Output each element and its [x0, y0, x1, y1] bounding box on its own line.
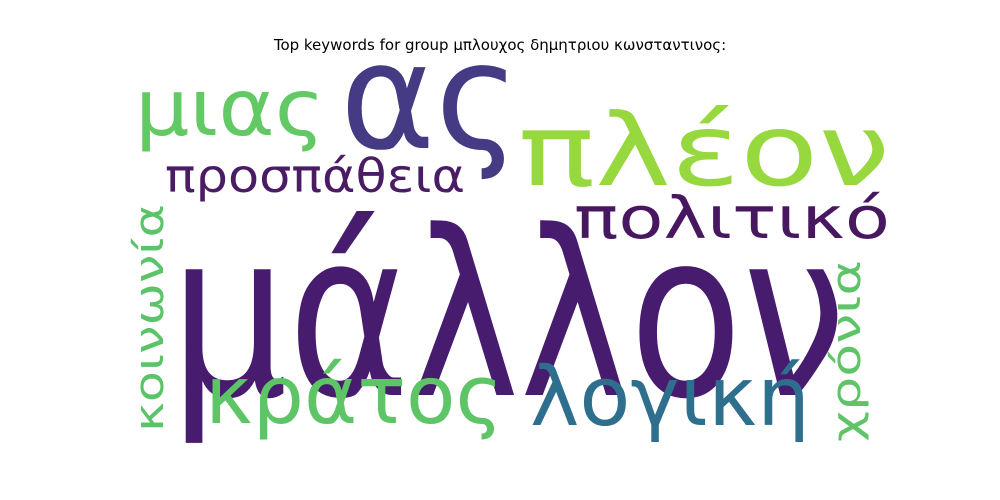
word-3: πλέον	[518, 92, 890, 209]
word-7: πολιτικό	[574, 184, 890, 252]
word-1: μάλλον	[170, 183, 846, 450]
word-9: κοινωνία	[127, 204, 173, 432]
word-8: προσπάθεια	[165, 149, 465, 203]
word-4: λογική	[530, 350, 810, 445]
chart-title: Top keywords for group μπλουχος δημητριο…	[273, 36, 727, 54]
word-2: ας	[340, 11, 520, 183]
word-5: κράτος	[205, 349, 503, 442]
word-10: χρόνια	[824, 260, 870, 442]
word-6: μιας	[135, 64, 325, 154]
